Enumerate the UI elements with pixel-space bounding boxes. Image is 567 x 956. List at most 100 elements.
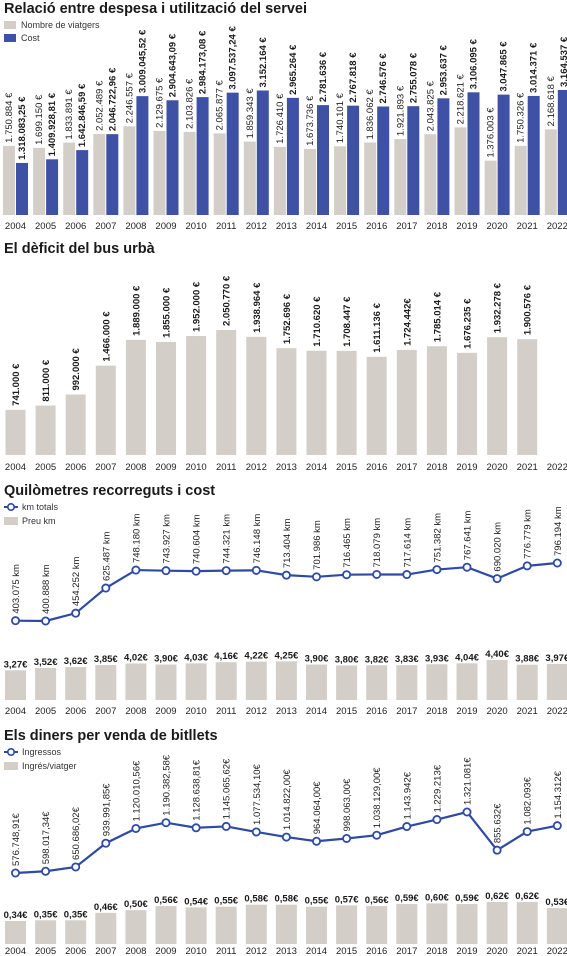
x-tick-label: 2015 [336,462,357,473]
data-label: 2.767.818 € [348,52,359,103]
bar-cost [557,90,567,215]
line-point [161,818,171,828]
bar-chart-3 [275,661,297,700]
data-label: 2.218.621 € [456,73,467,124]
x-tick-label: 2007 [95,706,116,717]
line-point [71,608,81,618]
data-label: 0,50€ [124,899,148,910]
data-label: 3,85€ [94,654,118,665]
data-label: 1.038.129,00€ [372,767,383,828]
bar-chart-3 [245,661,267,700]
bar-chart-4 [35,920,57,944]
x-tick-label: 2013 [276,221,297,232]
data-label: 964.064,00€ [312,781,323,835]
bar-chart-3 [396,665,418,700]
x-tick-label: 2018 [426,946,447,956]
bar-viatgers [304,148,316,215]
bar-chart-3 [366,665,388,700]
bar-chart-3 [5,670,26,700]
bar-chart-3 [306,664,327,700]
data-label: 0,34€ [4,910,28,921]
line-point [552,821,562,831]
chart-3-title: Quilòmetres recorreguts i cost [4,483,215,499]
data-label: 0,59€ [395,893,419,904]
data-label: 743.927 km [162,514,173,564]
data-label: 744.321 km [222,514,233,564]
data-label: 0,59€ [455,893,479,904]
bar-deficit [396,349,417,455]
line-point [492,574,502,584]
bar-cost [407,106,420,215]
x-tick-label: 2022 [547,462,567,473]
x-tick-label: 2005 [35,462,56,473]
data-label: 0,35€ [64,909,88,920]
data-label: 718.079 km [372,518,383,568]
x-tick-label: 2022 [547,706,567,717]
data-label: 998.063,00€ [342,778,353,832]
data-label: 2.781.636 € [318,51,329,102]
line-point [311,836,321,846]
bar-chart-4 [486,902,508,944]
legend-swatch [4,517,18,525]
bar-chart-4 [95,912,117,944]
x-tick-label: 2008 [125,946,146,956]
bar-deficit [246,336,267,455]
chart-1: Relació entre despesa i utilització del … [3,1,567,232]
x-tick-label: 2016 [366,946,387,956]
x-tick-label: 2004 [5,946,26,956]
x-tick-label: 2019 [456,462,477,473]
line-point [191,566,201,576]
bar-viatgers [63,142,76,215]
data-label: 2.050.770 € [222,275,233,326]
x-tick-label: 2004 [5,462,26,473]
data-label: 0,55€ [214,896,238,907]
data-label: 1.785.014 € [432,291,443,342]
bar-viatgers [514,145,527,215]
x-tick-label: 2020 [487,706,508,717]
data-label: 3,80€ [335,654,359,665]
data-label: 1.190.382,58€ [162,754,173,815]
data-label: 1.673.736 € [305,95,316,146]
x-tick-label: 2006 [65,221,86,232]
line-point [311,572,321,582]
bar-chart-3 [215,662,237,700]
bar-deficit [457,352,477,455]
data-label: 3.047.865 € [499,41,510,92]
data-label: 796.194 km [553,506,564,556]
bar-chart-3 [336,665,358,700]
data-label: 741.000 € [11,363,22,406]
chart-1-title: Relació entre despesa i utilització del … [4,1,307,17]
bar-deficit [5,409,26,455]
bar-viatgers [484,160,497,215]
line-point [251,565,261,575]
data-label: 939.991,85€ [101,783,112,837]
line-point [432,565,442,575]
data-label: 3,90€ [305,654,329,665]
bar-cost [317,105,329,215]
x-tick-label: 2009 [155,706,176,717]
data-label: 776.779 km [523,509,534,559]
data-label: 2.246.557 € [124,72,135,123]
x-tick-label: 2008 [125,706,146,717]
bar-deficit [125,339,146,455]
bar-chart-4 [125,910,147,944]
x-tick-label: 2013 [276,946,297,956]
bar-deficit [426,346,447,455]
bar-cost [16,162,28,215]
data-label: 0,56€ [365,895,389,906]
x-tick-label: 2021 [517,706,538,717]
bar-deficit [366,356,387,455]
bar-chart-4 [306,906,327,944]
bar-viatgers [364,142,377,215]
data-label: 1.836.062 € [365,89,376,140]
x-tick-label: 2019 [456,706,477,717]
data-label: 690.020 km [493,522,504,572]
bar-cost [527,95,540,215]
x-tick-label: 2010 [186,221,207,232]
chart-4-title: Els diners per venda de bitllets [4,728,218,744]
data-label: 2.046.722,96 € [107,67,118,131]
bar-chart-3 [35,668,57,700]
x-tick-label: 2018 [426,221,447,232]
data-label: 650.686,02€ [71,806,82,860]
bar-chart-3 [125,663,147,700]
